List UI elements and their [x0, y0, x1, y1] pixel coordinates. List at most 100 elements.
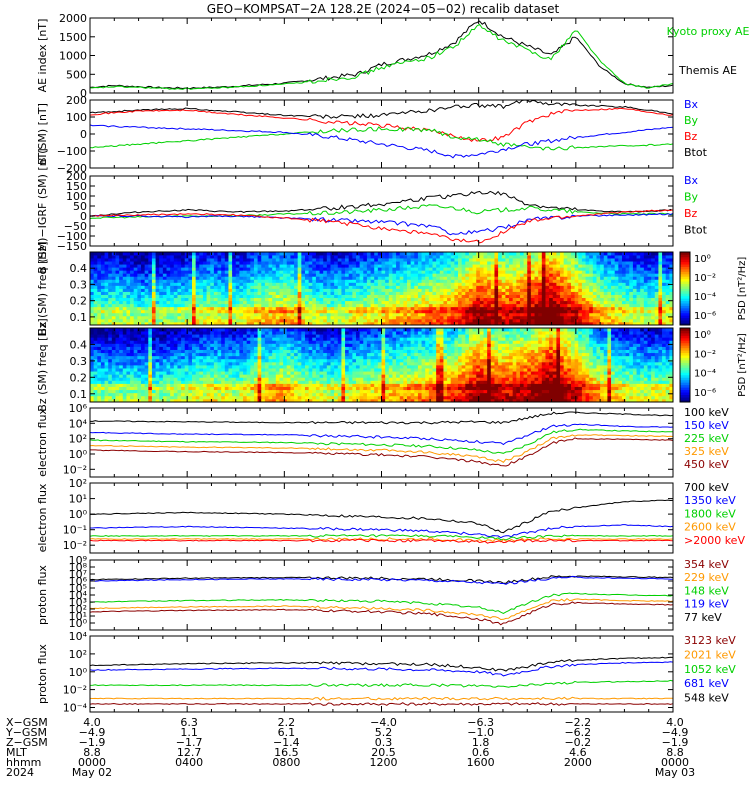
- spectrogram-cell: [651, 315, 656, 320]
- spectrogram-cell: [115, 383, 120, 387]
- spectrogram-cell: [315, 306, 320, 311]
- spectrogram-cell: [195, 346, 200, 350]
- spectrogram-cell: [348, 318, 353, 323]
- spectrogram-cell: [199, 355, 204, 360]
- spectrogram-cell: [312, 276, 317, 280]
- spectrogram-cell: [202, 294, 207, 299]
- spectrogram-cell: [563, 255, 568, 259]
- spectrogram-cell: [545, 276, 550, 280]
- spectrogram-cell: [337, 273, 342, 277]
- spectrogram-cell: [177, 291, 182, 295]
- spectrogram-cell: [162, 312, 167, 317]
- spectrogram-cell: [363, 300, 368, 305]
- spectrogram-cell: [126, 273, 131, 277]
- spectrogram-cell: [374, 255, 379, 259]
- spectrogram-cell: [498, 255, 503, 259]
- spectrogram-cell: [665, 309, 670, 314]
- spectrogram-cell: [177, 392, 182, 397]
- colorbar-cell: [680, 281, 690, 285]
- spectrogram-cell: [578, 264, 583, 268]
- spectrogram-cell: [108, 380, 113, 384]
- spectrogram-cell: [563, 258, 568, 262]
- spectrogram-cell: [651, 309, 656, 314]
- spectrogram-cell: [283, 312, 288, 317]
- spectrogram-cell: [516, 288, 521, 292]
- spectrogram-cell: [439, 294, 444, 299]
- spectrogram-cell: [359, 264, 364, 268]
- spectrogram-cell: [97, 279, 102, 283]
- spectrogram-cell: [512, 264, 517, 268]
- spectrogram-cell: [647, 321, 652, 326]
- spectrogram-cell: [578, 297, 583, 302]
- spectrogram-cell: [148, 318, 153, 323]
- spectrogram-cell: [425, 291, 430, 295]
- spectrogram-cell: [326, 315, 331, 320]
- spectrogram-cell: [202, 264, 207, 268]
- spectrogram-cell: [483, 261, 488, 265]
- spectrogram-cell: [530, 282, 535, 286]
- spectrogram-cell: [159, 315, 164, 320]
- spectrogram-cell: [250, 315, 255, 320]
- spectrogram-cell: [407, 282, 412, 286]
- spectrogram-cell: [181, 340, 186, 344]
- spectrogram-cell: [250, 270, 255, 274]
- spectrogram-cell: [133, 288, 138, 292]
- spectrogram-cell: [206, 309, 211, 314]
- spectrogram-cell: [130, 291, 135, 295]
- spectrogram-cell: [188, 261, 193, 265]
- spectrogram-cell: [410, 261, 415, 265]
- spectrogram-cell: [483, 279, 488, 283]
- spectrogram-cell: [468, 264, 473, 268]
- spectrogram-cell: [122, 383, 127, 387]
- spectrogram-cell: [589, 303, 594, 308]
- spectrogram-cell: [122, 264, 127, 268]
- spectrogram-cell: [647, 276, 652, 280]
- spectrogram-cell: [337, 282, 342, 286]
- spectrogram-cell: [600, 297, 605, 302]
- spectrogram-cell: [308, 267, 313, 271]
- spectrogram-cell: [130, 368, 135, 372]
- spectrogram-cell: [210, 315, 215, 320]
- spectrogram-cell: [570, 297, 576, 302]
- spectrogram-cell: [326, 318, 331, 323]
- spectrogram-cell: [166, 291, 171, 295]
- spectrogram-cell: [498, 276, 503, 280]
- spectrogram-cell: [596, 303, 601, 308]
- spectrogram-cell: [527, 270, 532, 274]
- spectrogram-cell: [458, 282, 463, 286]
- spectrogram-cell: [235, 261, 240, 265]
- spectrogram-cell: [104, 273, 109, 277]
- spectrogram-cell: [538, 255, 543, 259]
- spectrogram-cell: [454, 273, 459, 277]
- spectrogram-cell: [162, 337, 167, 341]
- spectrogram-cell: [162, 389, 167, 394]
- spectrogram-cell: [410, 288, 415, 292]
- spectrogram-cell: [341, 294, 346, 299]
- spectrogram-cell: [458, 258, 463, 262]
- spectrogram-cell: [177, 321, 182, 326]
- spectrogram-cell: [636, 273, 641, 277]
- spectrogram-cell: [148, 361, 153, 366]
- spectrogram-cell: [210, 361, 215, 366]
- spectrogram-cell: [268, 282, 273, 286]
- spectrogram-cell: [115, 361, 120, 366]
- spectrogram-cell: [206, 303, 211, 308]
- spectrogram-cell: [100, 346, 105, 350]
- spectrogram-cell: [130, 398, 135, 403]
- spectrogram-cell: [399, 270, 404, 274]
- spectrogram-cell: [629, 303, 634, 308]
- spectrogram-cell: [159, 273, 164, 277]
- spectrogram-cell: [574, 285, 579, 289]
- spectrogram-cell: [560, 321, 565, 326]
- spectrogram-cell: [151, 318, 156, 323]
- spectrogram-cell: [141, 346, 146, 350]
- spectrogram-cell: [392, 312, 397, 317]
- spectrogram-cell: [337, 252, 342, 256]
- spectrogram-cell: [97, 267, 102, 271]
- spectrogram-cell: [243, 306, 248, 311]
- spectrogram-cell: [421, 258, 426, 262]
- spectrogram-cell: [476, 282, 481, 286]
- spectrogram-cell: [162, 352, 167, 357]
- spectrogram-cell: [432, 297, 437, 302]
- spectrogram-cell: [261, 276, 266, 280]
